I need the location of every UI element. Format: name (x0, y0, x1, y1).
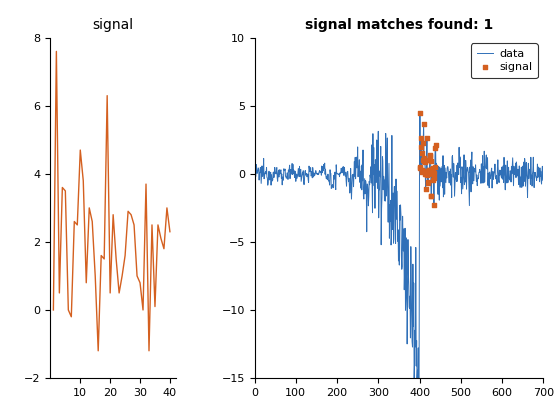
signal (416, 144, 425, 150)
signal (426, 152, 435, 158)
signal (423, 172, 432, 178)
data (414, 395, 421, 400)
signal (424, 180, 433, 186)
signal (430, 170, 439, 176)
signal (415, 164, 424, 171)
data (441, 192, 448, 197)
signal (418, 150, 427, 157)
data (512, 172, 519, 177)
signal (431, 142, 440, 148)
signal (417, 167, 426, 173)
signal (416, 164, 425, 171)
signal (422, 134, 431, 141)
signal (427, 193, 436, 199)
signal (429, 175, 438, 181)
Title: signal: signal (92, 18, 134, 32)
data (333, 187, 339, 192)
data (251, 172, 258, 177)
data (477, 167, 483, 172)
signal (426, 152, 435, 159)
Line: data: data (255, 113, 543, 398)
signal (428, 164, 437, 171)
signal (419, 158, 428, 165)
signal (426, 158, 435, 165)
signal (417, 135, 426, 142)
signal (418, 156, 427, 163)
Title: signal matches found: 1: signal matches found: 1 (305, 18, 493, 32)
signal (428, 176, 437, 183)
data (539, 178, 546, 183)
signal (418, 169, 427, 176)
signal (419, 121, 428, 127)
signal (431, 144, 440, 151)
signal (421, 159, 430, 165)
signal (430, 202, 438, 209)
signal (428, 165, 437, 172)
signal (427, 193, 436, 199)
signal (420, 155, 429, 161)
Legend: data, signal: data, signal (471, 43, 538, 78)
data (342, 170, 349, 175)
signal (430, 164, 439, 171)
signal (421, 186, 430, 192)
signal (425, 166, 434, 173)
signal (423, 178, 432, 185)
signal (427, 166, 436, 173)
signal (424, 167, 433, 174)
data (417, 111, 423, 116)
data (322, 172, 329, 177)
signal (416, 110, 424, 117)
signal (421, 171, 430, 177)
signal (422, 156, 431, 163)
signal (424, 171, 433, 178)
signal (419, 139, 428, 146)
signal (422, 168, 431, 175)
